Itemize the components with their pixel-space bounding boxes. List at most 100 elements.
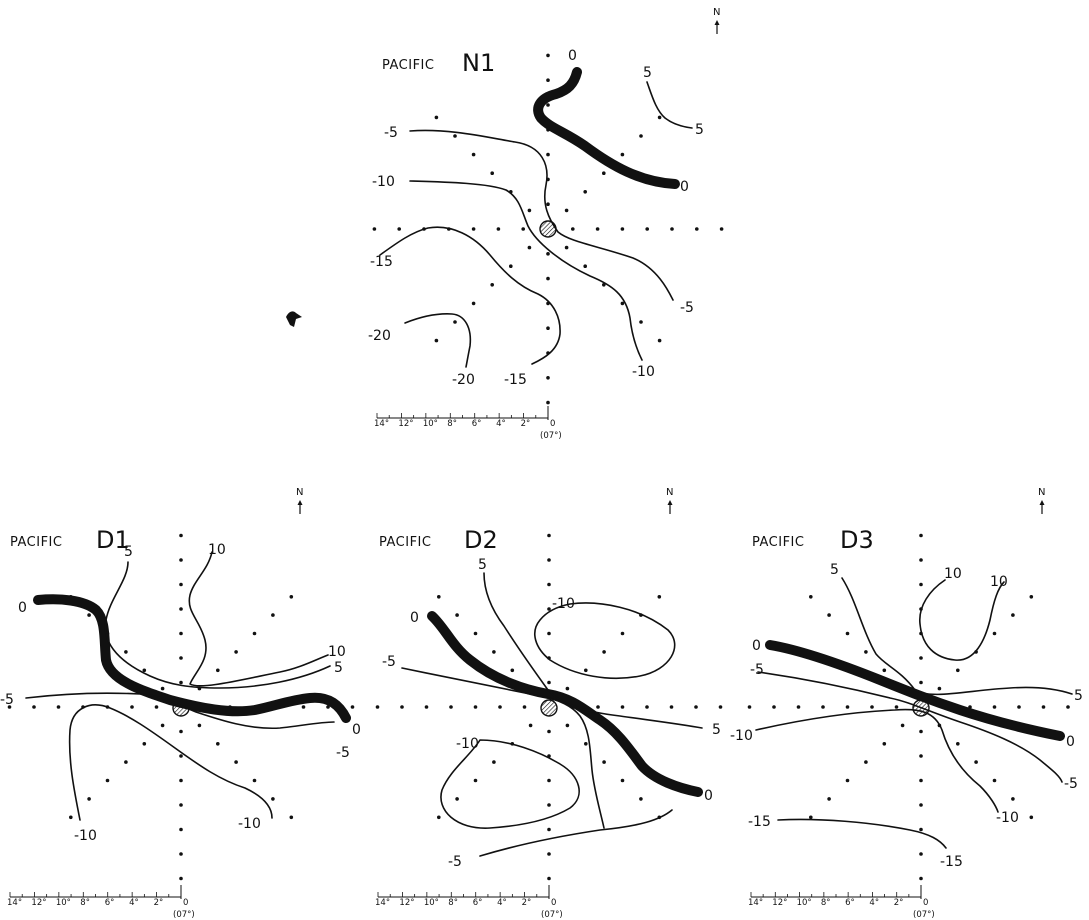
station-dot bbox=[142, 668, 147, 673]
station-dot bbox=[179, 607, 183, 611]
station-dot bbox=[160, 686, 165, 691]
contour-label: 0 bbox=[1066, 734, 1075, 750]
contour-label: -5 bbox=[384, 125, 398, 141]
station-dot bbox=[400, 705, 404, 709]
contour-line bbox=[479, 809, 673, 857]
station-dot bbox=[234, 760, 238, 764]
station-dot bbox=[179, 827, 183, 832]
panel-region-label: PACIFIC bbox=[382, 58, 434, 73]
scale-note: (07°) bbox=[541, 910, 563, 920]
station-dot bbox=[56, 705, 61, 709]
north-arrow: N bbox=[666, 487, 673, 514]
station-dot bbox=[252, 778, 257, 783]
contour-label: 5 bbox=[124, 544, 133, 560]
north-arrow: N bbox=[1038, 487, 1045, 514]
north-label: N bbox=[713, 7, 720, 18]
station-dot bbox=[271, 797, 275, 801]
contour-label: 5 bbox=[478, 557, 487, 573]
station-dot bbox=[639, 797, 643, 801]
scale-tick-label: 8° bbox=[447, 419, 457, 429]
station-dot bbox=[670, 227, 674, 231]
station-dot bbox=[620, 631, 625, 636]
station-dot bbox=[509, 264, 513, 269]
scale-note: (07°) bbox=[540, 431, 562, 441]
scale-tick-label: 12° bbox=[772, 898, 787, 908]
scale-tick-label: 10° bbox=[423, 419, 438, 429]
contour-label: 10 bbox=[208, 542, 226, 558]
contour-label: 5 bbox=[830, 562, 839, 578]
station-dot bbox=[584, 668, 588, 673]
contour-zero bbox=[427, 611, 703, 797]
station-dot bbox=[179, 754, 183, 758]
contour-label: -10 bbox=[730, 728, 753, 744]
scale-tick-label: 6° bbox=[105, 898, 115, 908]
contour-line bbox=[25, 692, 335, 730]
north-label: N bbox=[1038, 487, 1045, 498]
contour-label: 0 bbox=[352, 722, 361, 738]
station-dot bbox=[434, 338, 439, 343]
scale-tick-label: 6° bbox=[845, 898, 855, 908]
contour-label: -10 bbox=[238, 816, 261, 832]
station-dot bbox=[397, 227, 402, 231]
station-dot bbox=[124, 760, 128, 764]
station-dot bbox=[772, 705, 776, 709]
station-dot bbox=[546, 152, 550, 157]
scale-tick-label: 8° bbox=[448, 898, 458, 908]
station-dot bbox=[473, 631, 478, 636]
contour-label: -15 bbox=[748, 814, 771, 830]
contour-label: 5 bbox=[643, 65, 652, 81]
station-dot bbox=[919, 754, 923, 758]
station-dot bbox=[882, 742, 887, 746]
station-dot bbox=[992, 705, 997, 709]
station-dot bbox=[1011, 797, 1015, 801]
latitude-scale: 14° 12° 10° 8° 6° 4° 2° 0 (07°) bbox=[748, 885, 935, 920]
scale-tick-label: 10° bbox=[56, 898, 71, 908]
station-dot bbox=[1017, 705, 1021, 709]
station-dot bbox=[596, 705, 600, 709]
station-dot bbox=[179, 558, 183, 562]
station-dot bbox=[870, 705, 874, 709]
scale-tick-label: 12° bbox=[399, 898, 414, 908]
scale-tick-label: 0 bbox=[551, 898, 556, 908]
contour-label: -20 bbox=[368, 328, 391, 344]
scale-tick-label: 2° bbox=[521, 419, 531, 429]
contour-label: -10 bbox=[74, 828, 97, 844]
station-dot bbox=[32, 705, 36, 709]
station-dot bbox=[216, 668, 220, 673]
station-dot bbox=[694, 705, 698, 709]
contour-label: -5 bbox=[0, 692, 14, 708]
contour-label: 5 bbox=[712, 722, 721, 738]
station-dot bbox=[1029, 595, 1034, 599]
scale-tick-label: 14° bbox=[375, 898, 390, 908]
station-dot bbox=[179, 656, 183, 660]
station-dot bbox=[546, 202, 550, 206]
station-dot bbox=[546, 252, 550, 256]
station-dot bbox=[695, 227, 699, 231]
station-dot bbox=[1066, 705, 1070, 709]
station-dot bbox=[595, 227, 600, 231]
station-dot bbox=[584, 742, 588, 746]
station-dot bbox=[547, 778, 551, 783]
panel-d3: PACIFIC D3 N 5 10 10 0 -5 5 -10 0 -5 -10… bbox=[730, 487, 1083, 920]
station-dot bbox=[496, 227, 501, 231]
station-dot bbox=[87, 797, 91, 801]
scale-tick-label: 12° bbox=[31, 898, 46, 908]
station-dot bbox=[154, 705, 159, 709]
station-dot bbox=[974, 760, 978, 764]
station-dot bbox=[546, 400, 550, 405]
station-dot bbox=[546, 53, 550, 58]
station-dot bbox=[809, 815, 813, 820]
scale-tick-label: 14° bbox=[7, 898, 22, 908]
station-dot bbox=[437, 815, 441, 820]
ink-mark bbox=[286, 311, 302, 327]
station-dot bbox=[547, 876, 551, 881]
scale-tick-label: 2° bbox=[894, 898, 904, 908]
scale-tick-label: 6° bbox=[473, 898, 483, 908]
station-dot bbox=[179, 876, 183, 881]
station-dot bbox=[602, 760, 606, 764]
station-dot bbox=[547, 680, 551, 685]
station-dot bbox=[547, 607, 551, 611]
station-dot bbox=[271, 613, 275, 617]
station-dot bbox=[645, 227, 649, 231]
center-station bbox=[539, 220, 557, 238]
